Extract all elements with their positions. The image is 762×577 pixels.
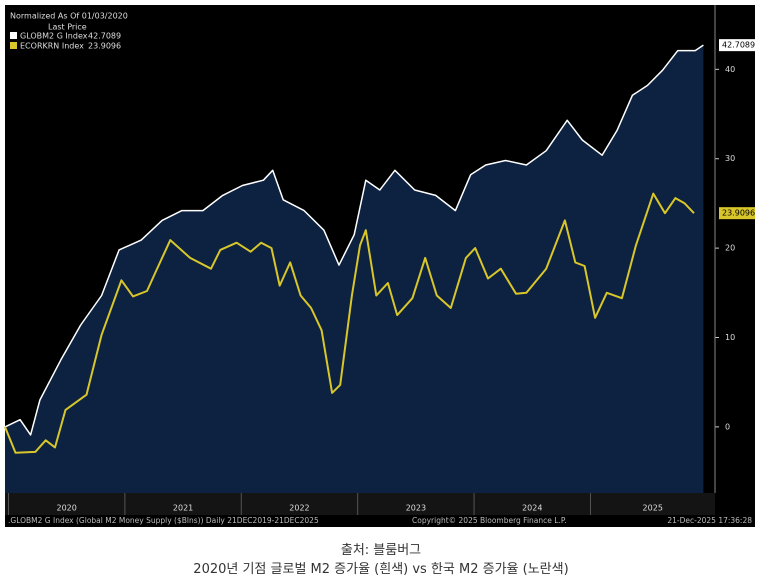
caption-text: 2020년 기점 글로벌 M2 증가율 (흰색) vs 한국 M2 증가율 (노… <box>193 562 569 577</box>
x-tick-label: 2020 <box>57 504 77 513</box>
line <box>4 192 695 454</box>
footer-copyright: Copyright© 2025 Bloomberg Finance L.P. <box>412 516 567 525</box>
chart: Normalized As Of 01/03/2020 Last Price .… <box>4 5 755 527</box>
footer-source: .GLOBM2 G Index (Global M2 Money Supply … <box>8 516 319 525</box>
y-tick-label: 0 <box>725 422 730 431</box>
legend-header: Last Price <box>48 23 87 32</box>
y-tick-label: 20 <box>725 244 735 253</box>
x-tick-label: 2025 <box>643 504 663 513</box>
legend-value: 23.9096 <box>88 42 121 51</box>
legend-value: 42.7089 <box>88 32 121 41</box>
area <box>5 45 704 493</box>
legend-note: Normalized As Of 01/03/2020 <box>10 12 128 21</box>
line <box>4 44 704 436</box>
legend-label: GLOBM2 G Index <box>20 32 88 41</box>
x-tick-label: 2022 <box>289 504 309 513</box>
legend-swatch <box>10 42 17 49</box>
legend-label: ECORKRN Index <box>20 42 84 51</box>
last-value-tag <box>719 39 755 52</box>
legend-swatch <box>10 32 17 39</box>
y-tick-label: 40 <box>725 65 735 74</box>
caption-source: 출처: 블룸버그 <box>340 543 422 558</box>
plot <box>4 44 704 493</box>
y-tick-label: 10 <box>725 333 735 342</box>
last-value-label: 23.9096 <box>722 209 755 218</box>
footer-date: 21-Dec-2025 17:36:28 <box>667 516 752 525</box>
x-tick-label: 2024 <box>522 504 542 513</box>
y-tick-label: 30 <box>725 154 735 163</box>
x-tick-label: 2023 <box>406 504 426 513</box>
last-value-label: 42.7089 <box>722 41 755 50</box>
x-tick-label: 2021 <box>173 504 193 513</box>
x-axis-band <box>5 493 715 515</box>
last-value-tag <box>719 207 755 220</box>
